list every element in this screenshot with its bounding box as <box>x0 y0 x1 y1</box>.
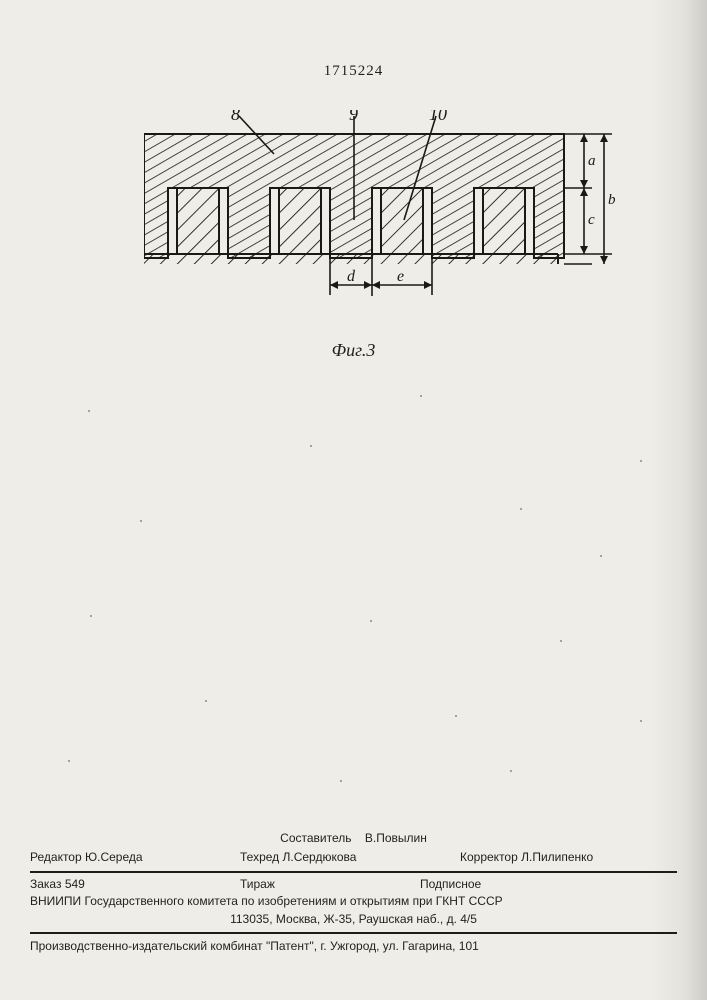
imprint-block: Составитель В.Повылин Редактор Ю.Середа … <box>30 830 677 955</box>
corrector-name: Л.Пилипенко <box>521 850 593 864</box>
editor-name: Ю.Середа <box>85 850 143 864</box>
label-9: 9 <box>349 110 358 124</box>
dim-letter-c: c <box>588 212 595 228</box>
order-no: 549 <box>65 877 85 891</box>
techred-label: Техред <box>240 850 279 864</box>
label-10: 10 <box>429 110 447 124</box>
org-line-2: 113035, Москва, Ж-35, Раушская наб., д. … <box>30 911 677 928</box>
figure-svg: 8 9 10 d e <box>144 110 624 330</box>
part-labels: 8 9 10 <box>231 110 447 124</box>
press-line: Производственно-издательский комбинат "П… <box>30 938 677 955</box>
inlay-band <box>144 254 558 264</box>
figure-3: 8 9 10 d e <box>144 110 624 330</box>
order-label: Заказ <box>30 877 61 891</box>
label-8: 8 <box>231 110 240 124</box>
dim-letter-e: e <box>397 268 404 285</box>
tirage-label: Тираж <box>240 876 420 893</box>
figure-caption: Фиг.3 <box>332 340 376 361</box>
editor-label: Редактор <box>30 850 82 864</box>
dim-letter-a: a <box>588 153 596 169</box>
org-line-1: ВНИИПИ Государственного комитета по изоб… <box>30 893 677 910</box>
compositor-label: Составитель <box>280 831 351 845</box>
patent-number: 1715224 <box>0 63 707 80</box>
divider-1 <box>30 871 677 873</box>
page: 1715224 <box>0 0 707 1000</box>
divider-2 <box>30 932 677 934</box>
dim-letter-d: d <box>347 268 356 285</box>
dim-letter-b: b <box>608 192 616 208</box>
subscription-label: Подписное <box>420 876 677 893</box>
compositor-name: В.Повылин <box>365 831 427 845</box>
corrector-label: Корректор <box>460 850 518 864</box>
techred-name: Л.Сердюкова <box>283 850 357 864</box>
